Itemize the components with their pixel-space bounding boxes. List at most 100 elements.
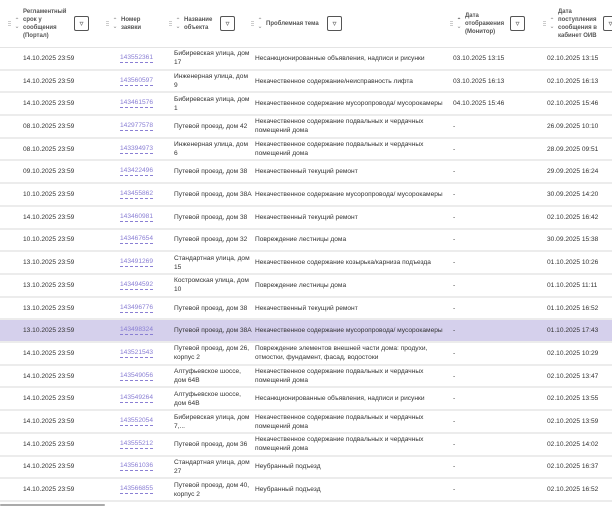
table-row[interactable]: 13.10.2025 23:59 143498324 Путевой проезд,… [0, 320, 612, 344]
column-header-number[interactable]: ⌃ ⌄ Номер заявки [106, 0, 157, 48]
table-row[interactable]: 14.10.2025 23:59 143552361 Бибиревская ули… [0, 48, 612, 71]
cell-object: Путевой проезд, дом 38 [174, 213, 248, 221]
cell-number: 143549264 [120, 389, 154, 410]
funnel-icon[interactable]: ▿ [510, 16, 525, 31]
cell-object: Алтуфьевское шоссе, дом 64В [174, 390, 241, 407]
table-row[interactable]: 13.10.2025 23:59 143494592 Костромская ули… [0, 275, 612, 298]
table-row[interactable]: 14.10.2025 23:59 143561036 Стандартная ули… [0, 457, 612, 480]
column-header-deadline[interactable]: ⌃ ⌄ Регламентный срок у сообщения (Портал… [8, 0, 71, 48]
sort-icon[interactable]: ⌃ ⌄ [112, 18, 118, 30]
cell-monitor-date: - [453, 145, 456, 153]
drag-handle-icon[interactable] [8, 21, 11, 27]
cell-topic: Повреждение элементов внешней части дома… [255, 345, 428, 362]
cell-monitor-date: - [453, 372, 456, 380]
cell-number: 143498324 [120, 320, 154, 341]
cell-topic: Повреждение лестницы дома [255, 281, 347, 289]
cell-topic: Некачественное содержание мусоропровода/… [255, 100, 443, 108]
request-number-link[interactable]: 143461576 [120, 99, 154, 109]
sort-icon[interactable]: ⌃ ⌄ [456, 18, 462, 30]
request-number-link[interactable]: 143549056 [120, 371, 154, 381]
table-row[interactable]: 09.10.2025 23:59 143422496 Путевой проезд,… [0, 162, 612, 185]
sort-icon[interactable]: ⌃ ⌄ [175, 18, 181, 30]
funnel-icon[interactable]: ▿ [74, 16, 89, 31]
cell-deadline: 10.10.2025 23:59 [23, 236, 75, 244]
cell-oiv-date: 01.10.2025 16:52 [547, 304, 599, 312]
cell-number: 143461576 [120, 93, 154, 114]
cell-object: Костромская улица, дом 10 [174, 277, 249, 294]
drag-handle-icon[interactable] [106, 21, 109, 27]
table-row[interactable]: 14.10.2025 23:59 143549056 Алтуфьевское шо… [0, 366, 612, 389]
horizontal-scrollbar[interactable] [0, 504, 105, 506]
request-number-link[interactable]: 143549264 [120, 394, 154, 404]
cell-object: Стандартная улица, дом 15 [174, 254, 250, 271]
table-row[interactable]: 14.10.2025 23:59 143460981 Путевой проезд,… [0, 207, 612, 230]
table-row[interactable]: 14.10.2025 23:59 143560597 Инженерная улиц… [0, 71, 612, 94]
drag-handle-icon[interactable] [251, 21, 254, 27]
cell-monitor-date: - [453, 463, 456, 471]
request-number-link[interactable]: 143552361 [120, 53, 154, 63]
funnel-icon[interactable]: ▿ [327, 16, 342, 31]
cell-oiv-date: 02.10.2025 16:42 [547, 213, 599, 221]
table-row[interactable]: 08.10.2025 23:59 143394973 Инженерная улиц… [0, 139, 612, 162]
cell-topic: Некачественное содержание мусоропровода/… [255, 327, 443, 335]
drag-handle-icon[interactable] [543, 21, 546, 27]
cell-deadline: 14.10.2025 23:59 [23, 213, 75, 221]
cell-deadline: 09.10.2025 23:59 [23, 168, 75, 176]
table-row[interactable]: 14.10.2025 23:59 143555212 Путевой проезд,… [0, 434, 612, 457]
drag-handle-icon[interactable] [169, 21, 172, 27]
table-row[interactable]: 10.10.2025 23:59 143467654 Путевой проезд,… [0, 230, 612, 253]
request-number-link[interactable]: 143422496 [120, 167, 154, 177]
sort-icon[interactable]: ⌃ ⌄ [549, 18, 555, 30]
table-row[interactable]: 14.10.2025 23:59 143521543 Путевой проезд,… [0, 343, 612, 366]
cell-number: 143552054 [120, 411, 154, 432]
table-row[interactable]: 13.10.2025 23:59 143496776 Путевой проезд,… [0, 298, 612, 321]
request-number-link[interactable]: 142977578 [120, 121, 154, 131]
funnel-icon[interactable]: ▿ [603, 16, 612, 31]
column-header-monitor-date[interactable]: ⌃ ⌄ Дата отображения (Монитор) [450, 0, 509, 48]
funnel-icon[interactable]: ▿ [220, 16, 235, 31]
cell-oiv-date: 26.09.2025 10:10 [547, 122, 599, 130]
cell-oiv-date: 02.10.2025 13:59 [547, 418, 599, 426]
cell-topic: Некачественное содержание подвальных и ч… [255, 141, 424, 158]
request-number-link[interactable]: 143394973 [120, 144, 154, 154]
cell-deadline: 14.10.2025 23:59 [23, 395, 75, 403]
cell-deadline: 13.10.2025 23:59 [23, 281, 75, 289]
request-number-link[interactable]: 143455862 [120, 190, 154, 200]
request-number-link[interactable]: 143460981 [120, 212, 154, 222]
cell-deadline: 13.10.2025 23:59 [23, 304, 75, 312]
table-row[interactable]: 13.10.2025 23:59 143491269 Стандартная ули… [0, 252, 612, 275]
column-header-oiv-date[interactable]: ⌃ ⌄ Дата поступления сообщения в кабинет … [543, 0, 598, 48]
table-row[interactable]: 10.10.2025 23:59 143455862 Путевой проезд,… [0, 184, 612, 207]
sort-icon[interactable]: ⌃ ⌄ [14, 18, 20, 30]
column-label: Дата отображения (Монитор) [465, 13, 505, 35]
cell-monitor-date: - [453, 213, 456, 221]
table-row[interactable]: 14.10.2025 23:59 143549264 Алтуфьевское шо… [0, 389, 612, 412]
sort-icon[interactable]: ⌃ ⌄ [257, 18, 263, 30]
table-row[interactable]: 14.10.2025 23:59 143461576 Бибиревская ули… [0, 93, 612, 117]
column-header-object[interactable]: ⌃ ⌄ Название объекта [169, 0, 220, 48]
request-number-link[interactable]: 143561036 [120, 462, 154, 472]
request-number-link[interactable]: 143555212 [120, 439, 154, 449]
cell-object: Путевой проезд, дом 38А [174, 191, 252, 199]
request-number-link[interactable]: 143491269 [120, 258, 154, 268]
request-number-link[interactable]: 143552054 [120, 417, 154, 427]
request-number-link[interactable]: 143566855 [120, 485, 154, 495]
table-row[interactable]: 14.10.2025 23:59 143566855 Путевой проезд,… [0, 479, 612, 502]
request-number-link[interactable]: 143467654 [120, 235, 154, 245]
request-number-link[interactable]: 143494592 [120, 280, 154, 290]
column-header-topic[interactable]: ⌃ ⌄ Проблемная тема [251, 0, 326, 48]
cell-topic: Некачественное содержание подвальных и ч… [255, 413, 424, 430]
request-number-link[interactable]: 143498324 [120, 326, 154, 336]
cell-number: 143422496 [120, 162, 154, 183]
request-number-link[interactable]: 143521543 [120, 348, 154, 358]
cell-topic: Некачественное содержание/неисправность … [255, 77, 413, 85]
cell-deadline: 14.10.2025 23:59 [23, 486, 75, 494]
request-number-link[interactable]: 143496776 [120, 303, 154, 313]
table-row[interactable]: 08.10.2025 23:59 142977578 Путевой проезд,… [0, 116, 612, 139]
cell-monitor-date: - [453, 327, 456, 335]
cell-oiv-date: 01.10.2025 17:43 [547, 327, 599, 335]
drag-handle-icon[interactable] [450, 21, 453, 27]
cell-deadline: 08.10.2025 23:59 [23, 145, 75, 153]
request-number-link[interactable]: 143560597 [120, 76, 154, 86]
table-row[interactable]: 14.10.2025 23:59 143552054 Бибиревская ули… [0, 411, 612, 434]
